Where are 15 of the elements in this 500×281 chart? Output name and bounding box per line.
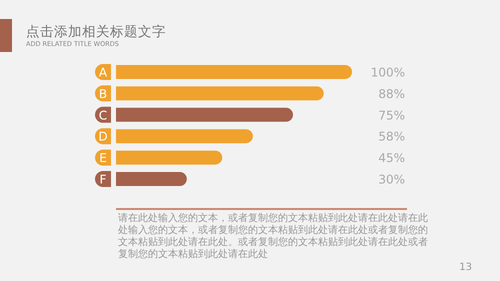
text: 请在此处输入您的文本，或者复制您的文本粘贴到此处请在此处请在此处输入您的文本，或者复制您的文本粘贴到此处请在此处或者复制您的文本粘贴到此处请在此处。或者复制您的文本粘贴到此处请在此处或者复制您的文本粘贴到此处请在此处 xyxy=(118,213,429,261)
y-tick-label: D xyxy=(98,130,108,144)
y-tick-label: F xyxy=(100,172,107,186)
data-label: 30% xyxy=(378,172,405,186)
y-tick-label: B xyxy=(98,86,108,101)
y-tick-label: E xyxy=(99,151,107,166)
data-label: 58% xyxy=(378,130,405,144)
data-label: 45% xyxy=(378,151,405,166)
y-tick-label: C xyxy=(98,108,108,122)
data-label: 75% xyxy=(378,108,405,122)
chart-title: 点击添加相关标题文字 xyxy=(26,24,166,40)
text: 13 xyxy=(459,262,472,273)
y-tick-label: A xyxy=(98,66,108,80)
data-label: 88% xyxy=(378,86,405,101)
data-label: 100% xyxy=(370,66,405,80)
